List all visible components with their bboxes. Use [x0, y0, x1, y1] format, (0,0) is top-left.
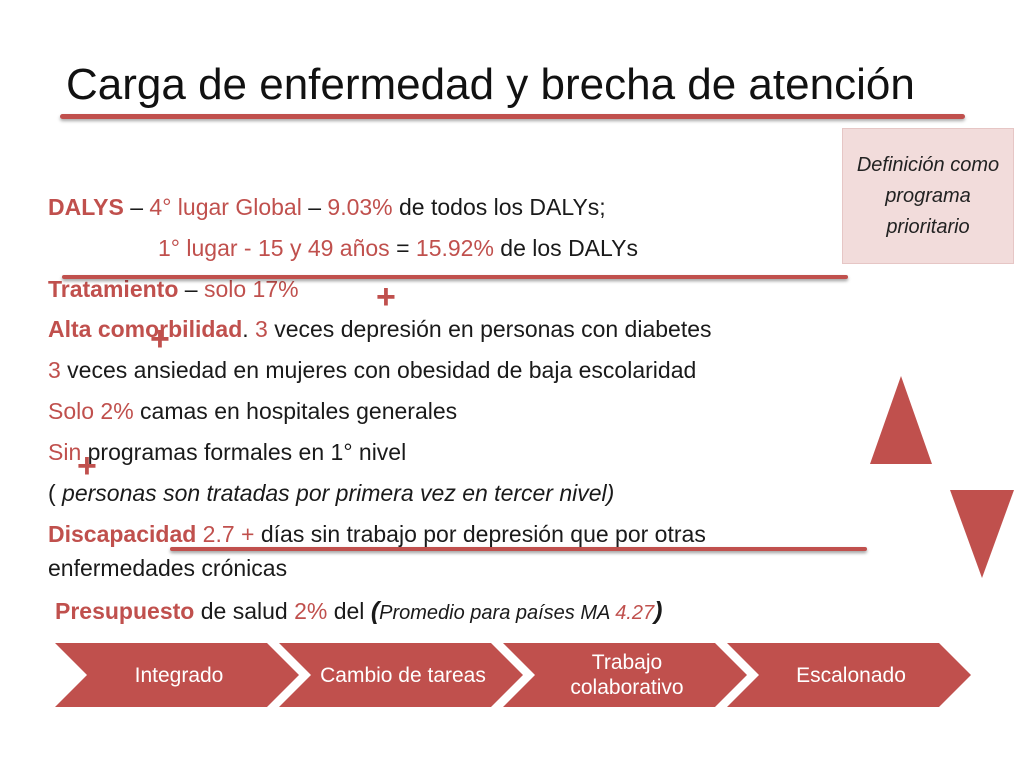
presupuesto-ma-value: 4.27 [615, 602, 655, 624]
step-label: Cambio de tareas [320, 663, 486, 687]
dalys-percent: 9.03% [327, 194, 393, 220]
camas-value: Solo 2% [48, 398, 134, 424]
presupuesto-open-paren: ( [370, 597, 380, 625]
ansiedad-text: veces ansiedad en mujeres con obesidad d… [60, 357, 697, 383]
tercer-nivel-text: personas son tratadas por primera vez en… [55, 480, 615, 506]
presupuesto-del: del [327, 598, 371, 624]
cronicas-text: enfermedades crónicas [48, 555, 288, 581]
age-rank: 1° lugar - [158, 235, 258, 261]
programas-value: Sin [48, 439, 82, 465]
line-dalys-global: DALYS – 4° lugar Global – 9.03% de todos… [48, 194, 606, 221]
line-programas: Sin programas formales en 1° nivel [48, 439, 406, 466]
discapacidad-value: 2.7 + [196, 521, 255, 547]
plus-icon: + [150, 320, 170, 358]
comorbilidad-label: Alta comorbilidad [48, 316, 243, 342]
definition-text: Definición como programa prioritario [856, 153, 1000, 238]
chevron-step-cambio [279, 643, 523, 707]
camas-text: camas en hospitales generales [133, 398, 458, 424]
discapacidad-label: Discapacidad [48, 521, 197, 547]
separator-rule-2 [170, 547, 867, 551]
dalys-dash: – [123, 194, 150, 220]
age-percent: 15.92% [415, 235, 494, 261]
age-text: de los DALYs [493, 235, 638, 261]
tratamiento-dash: – [178, 276, 204, 302]
programas-text: programas formales en 1° nivel [81, 439, 407, 465]
process-chevrons: Integrado Cambio de tareas Trabajo colab… [55, 643, 973, 707]
presupuesto-value: 2% [294, 598, 328, 624]
step-label: Integrado [134, 663, 224, 687]
chevron-step-trabajo [503, 643, 747, 707]
step-label: Trabajo colaborativo [570, 651, 684, 699]
ansiedad-value: 3 [48, 357, 61, 383]
tratamiento-value: solo 17% [203, 276, 299, 302]
comorbilidad-dot: . [242, 316, 256, 342]
line-camas: Solo 2% camas en hospitales generales [48, 398, 457, 425]
line-tratamiento: Tratamiento – solo 17% [48, 276, 299, 303]
dalys-label: DALYS [48, 194, 124, 220]
dalys-dash-2: – [301, 194, 328, 220]
triangle-down-icon [950, 490, 1014, 578]
age-equals: = [389, 235, 416, 261]
dalys-rank: 4° lugar Global [149, 194, 302, 220]
line-dalys-age: 1° lugar - 15 y 49 años = 15.92% de los … [158, 235, 638, 262]
discapacidad-text: días sin trabajo por depresión que por o… [254, 521, 706, 547]
title-underline [60, 114, 965, 119]
line-comorbilidad: Alta comorbilidad. 3 veces depresión en … [48, 316, 712, 343]
step-label: Escalonado [796, 663, 906, 687]
line-tercer-nivel: ( personas son tratadas por primera vez … [48, 480, 614, 507]
line-ansiedad: 3 veces ansiedad en mujeres con obesidad… [48, 357, 696, 384]
plus-icon: + [77, 447, 97, 485]
line-cronicas: enfermedades crónicas [48, 555, 287, 582]
line-presupuesto: Presupuesto de salud 2% del (Promedio pa… [55, 597, 662, 626]
age-range: 15 y 49 años [257, 235, 390, 261]
slide-title: Carga de enfermedad y brecha de atención [66, 60, 915, 109]
definition-box: Definición como programa prioritario [842, 128, 1014, 264]
presupuesto-close-paren: ) [654, 597, 663, 625]
comorbilidad-text: veces depresión en personas con diabetes [267, 316, 712, 342]
triangle-up-icon [870, 376, 932, 464]
presupuesto-label: Presupuesto [55, 598, 195, 624]
presupuesto-ma-text: Promedio para países MA [379, 602, 616, 624]
dalys-text: de todos los DALYs; [392, 194, 606, 220]
tercer-nivel-paren: ( [48, 480, 56, 506]
separator-rule-1 [62, 275, 848, 279]
comorbilidad-value: 3 [255, 316, 268, 342]
tratamiento-label: Tratamiento [48, 276, 179, 302]
chevron-step-escalonado [727, 643, 971, 707]
line-discapacidad: Discapacidad 2.7 + días sin trabajo por … [48, 521, 706, 548]
plus-icon: + [376, 278, 396, 316]
presupuesto-text: de salud [194, 598, 295, 624]
chevron-step-integrado [55, 643, 299, 707]
